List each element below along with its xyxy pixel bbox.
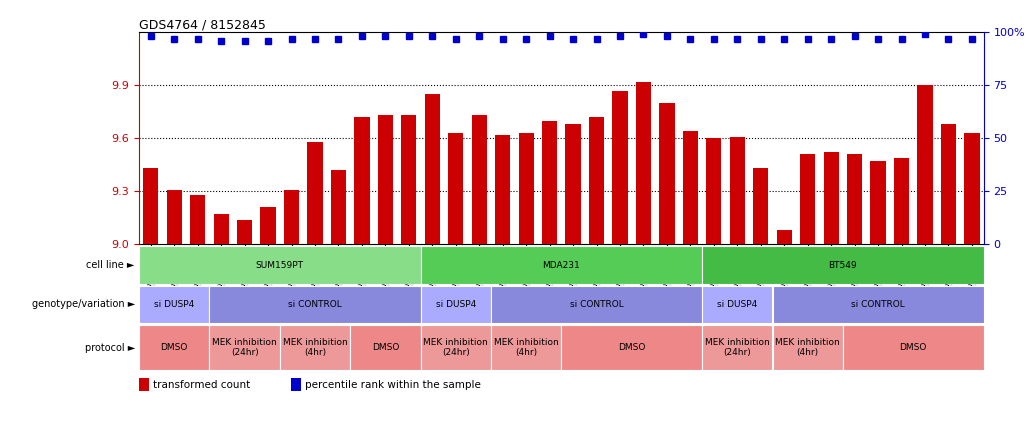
Text: si CONTROL: si CONTROL [288,300,342,309]
Bar [143,168,159,244]
Bar [280,325,350,370]
Text: si DUSP4: si DUSP4 [154,300,195,309]
Text: DMSO: DMSO [618,343,646,352]
Bar [702,247,984,284]
Bar [702,325,772,370]
Text: GDS4764 / 8152845: GDS4764 / 8152845 [139,18,266,31]
Text: SUM159PT: SUM159PT [255,261,304,269]
Text: cell line ►: cell line ► [87,260,135,270]
Bar [729,137,745,244]
Bar [448,133,464,244]
Bar [307,142,322,244]
Bar [800,154,816,244]
Bar [870,161,886,244]
Bar [354,117,370,244]
Bar [518,133,534,244]
Text: MEK inhibition
(24hr): MEK inhibition (24hr) [423,338,488,357]
Bar [139,247,420,284]
Text: DMSO: DMSO [899,343,927,352]
Bar [772,325,843,370]
Text: percentile rank within the sample: percentile rank within the sample [306,380,481,390]
Bar [964,133,980,244]
Bar [350,325,420,370]
Bar [291,378,301,391]
Text: MDA231: MDA231 [543,261,580,269]
Text: si CONTROL: si CONTROL [570,300,623,309]
Bar [894,158,909,244]
Text: genotype/variation ►: genotype/variation ► [32,299,135,309]
Text: DMSO: DMSO [372,343,399,352]
Bar [139,286,209,323]
Bar [213,214,229,244]
Text: si DUSP4: si DUSP4 [717,300,757,309]
Bar [402,115,416,244]
Text: si DUSP4: si DUSP4 [436,300,476,309]
Bar [561,325,702,370]
Bar [191,195,205,244]
Bar [847,154,862,244]
Bar [495,135,510,244]
Bar [777,230,792,244]
Text: MEK inhibition
(24hr): MEK inhibition (24hr) [705,338,769,357]
Text: MEK inhibition
(4hr): MEK inhibition (4hr) [776,338,840,357]
Bar [753,168,768,244]
Bar [772,286,984,323]
Bar [707,138,721,244]
Bar [472,115,487,244]
Bar [542,121,557,244]
Text: DMSO: DMSO [161,343,187,352]
Text: MEK inhibition
(4hr): MEK inhibition (4hr) [493,338,558,357]
Bar [139,325,209,370]
Bar [659,103,675,244]
Bar [420,286,491,323]
Bar [139,378,149,391]
Bar [424,94,440,244]
Bar [491,286,702,323]
Bar [237,220,252,244]
Bar [683,131,698,244]
Bar [702,286,772,323]
Bar [565,124,581,244]
Bar [636,82,651,244]
Bar [378,115,393,244]
Text: MEK inhibition
(4hr): MEK inhibition (4hr) [282,338,347,357]
Text: si CONTROL: si CONTROL [851,300,905,309]
Text: BT549: BT549 [828,261,857,269]
Bar [491,325,561,370]
Bar [940,124,956,244]
Text: transformed count: transformed count [153,380,250,390]
Bar [613,91,627,244]
Bar [331,170,346,244]
Bar [918,85,932,244]
Bar [824,152,838,244]
Bar [167,190,182,244]
Text: MEK inhibition
(24hr): MEK inhibition (24hr) [212,338,277,357]
Bar [209,286,420,323]
Text: protocol ►: protocol ► [84,343,135,353]
Bar [843,325,984,370]
Bar [420,325,491,370]
Bar [209,325,280,370]
Bar [284,190,299,244]
Bar [261,207,276,244]
Bar [589,117,605,244]
Bar [420,247,702,284]
